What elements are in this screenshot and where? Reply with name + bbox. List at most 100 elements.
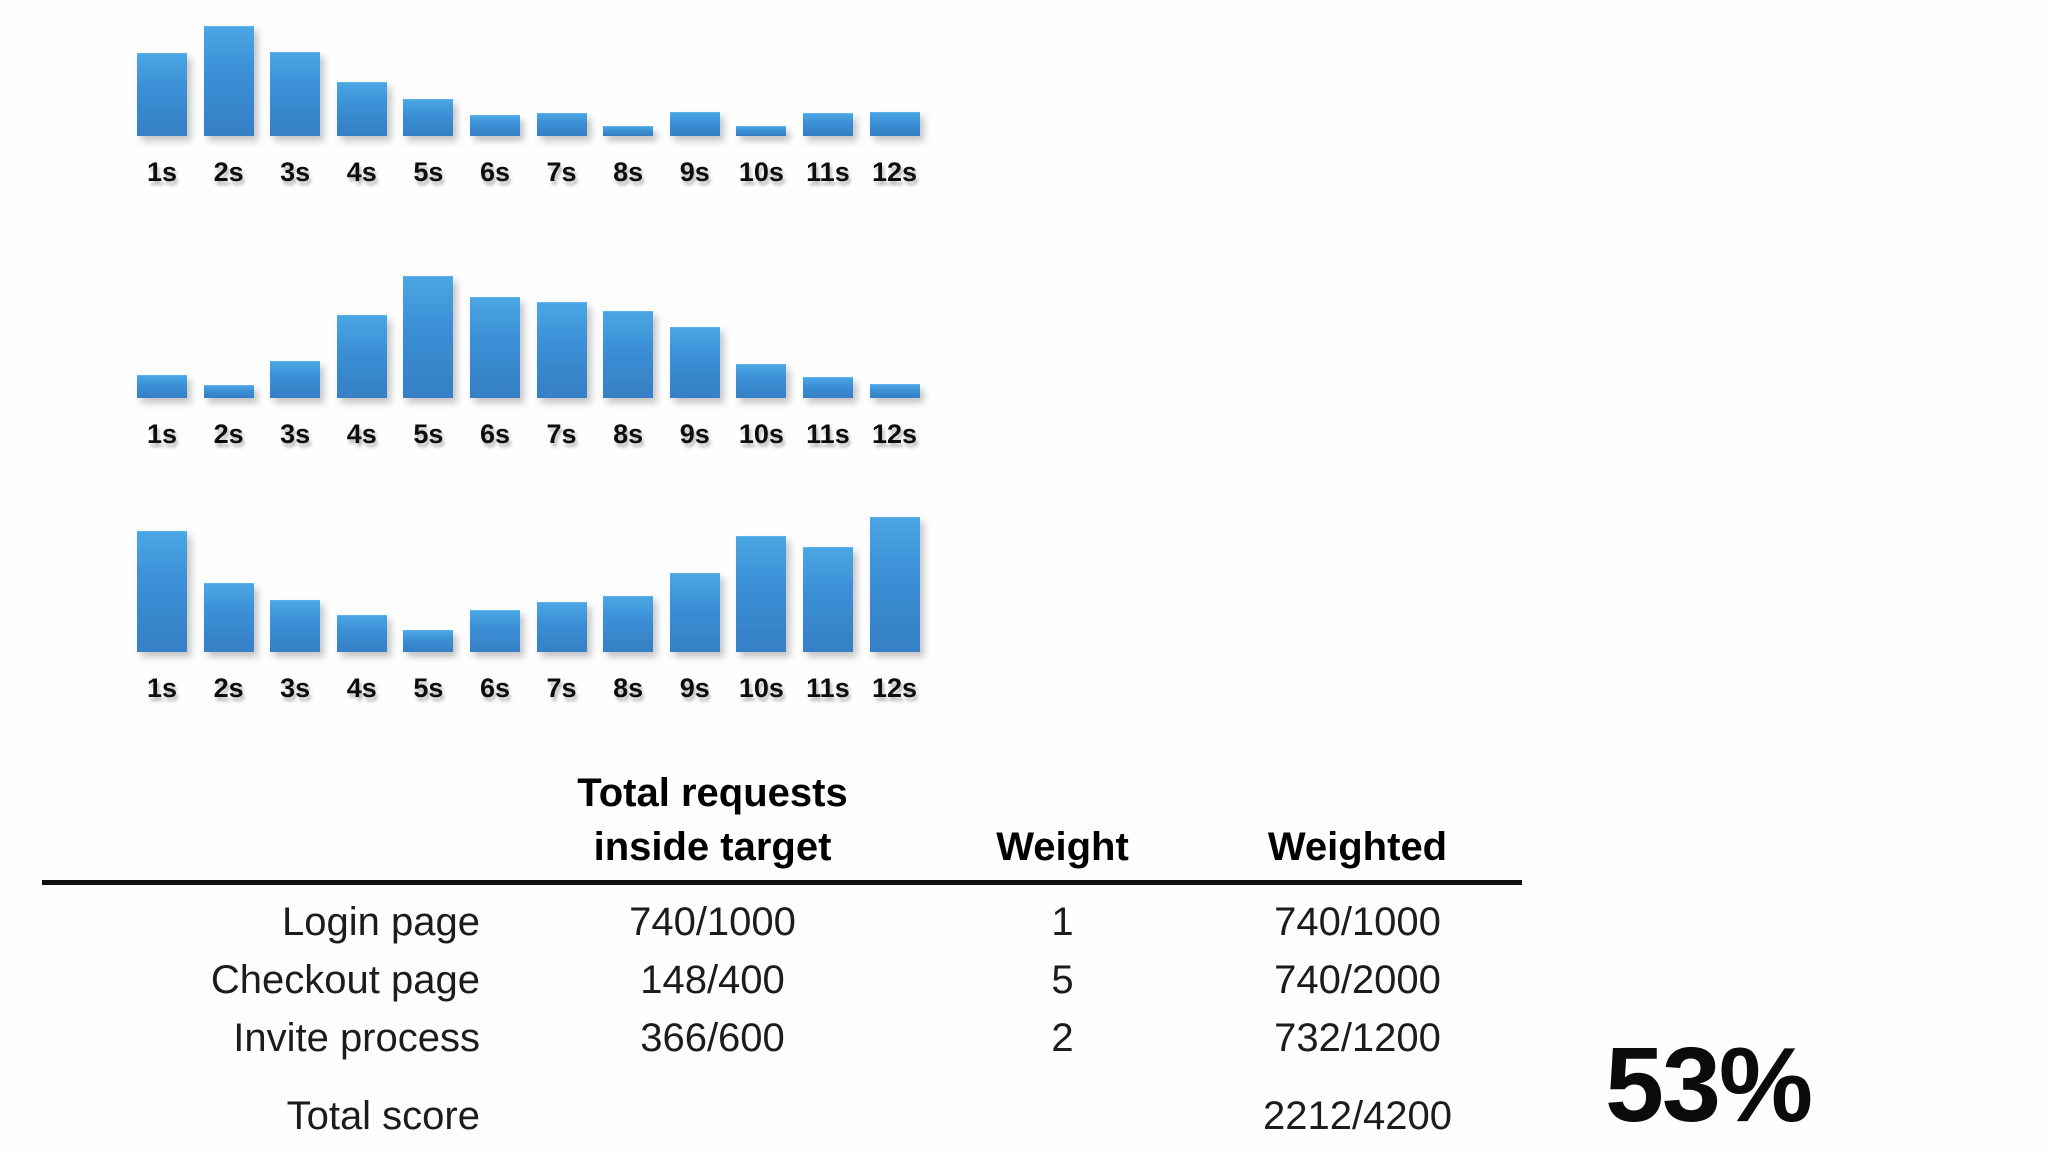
bar-label: 9s bbox=[679, 157, 710, 187]
bar-4s bbox=[336, 82, 387, 136]
bar-2s bbox=[203, 583, 254, 652]
bar-label: 1s bbox=[146, 157, 178, 187]
bar-1s bbox=[137, 531, 187, 652]
bar-label: 8s bbox=[613, 419, 644, 449]
bars-row bbox=[137, 0, 921, 136]
bar-9s bbox=[669, 327, 720, 398]
bar-4s bbox=[336, 615, 387, 652]
bar-7s bbox=[536, 113, 587, 136]
histogram-chart-3: 1s 2s 3s 4s 5s 6s 7s 8s 9s 10s 11s 12s bbox=[137, 512, 921, 702]
header-total-requests: Total requests inside target bbox=[480, 766, 945, 874]
bar-1s bbox=[137, 375, 187, 398]
bar-6s bbox=[469, 297, 520, 398]
bar-label: 3s bbox=[280, 419, 311, 449]
bars-row bbox=[137, 258, 921, 398]
bar-label: 9s bbox=[679, 419, 710, 449]
bar-label: 4s bbox=[346, 157, 377, 187]
bar-2s bbox=[203, 385, 254, 398]
histogram-chart-2: 1s 2s 3s 4s 5s 6s 7s 8s 9s 10s 11s 12s bbox=[137, 258, 921, 448]
bar-label: 7s bbox=[546, 673, 577, 703]
header-total-requests-line1: Total requests bbox=[577, 771, 848, 815]
bar-5s bbox=[403, 630, 454, 652]
bar-label: 11s bbox=[806, 673, 850, 703]
table-cell: Checkout page bbox=[210, 957, 480, 1002]
table-row: Checkout page 148/400 5 740/2000 bbox=[0, 951, 1535, 1009]
bar-8s bbox=[603, 311, 654, 398]
bar-label: 7s bbox=[546, 157, 577, 187]
bar-label: 1s bbox=[146, 673, 178, 703]
bar-11s bbox=[802, 113, 853, 136]
bar-1s bbox=[137, 53, 187, 136]
table-cell: 148/400 bbox=[640, 957, 785, 1002]
bar-label: 2s bbox=[213, 419, 244, 449]
table-cell: 740/1000 bbox=[629, 899, 796, 944]
bar-11s bbox=[802, 377, 853, 398]
total-score-label: Total score bbox=[286, 1093, 480, 1138]
bar-12s bbox=[869, 112, 920, 136]
bar-3s bbox=[270, 600, 321, 652]
table-row-total: Total score 2212/4200 bbox=[0, 1087, 1535, 1145]
bar-4s bbox=[336, 315, 387, 398]
header-weighted: Weighted bbox=[1267, 825, 1448, 869]
bar-label: 12s bbox=[872, 673, 918, 703]
bar-label: 1s bbox=[146, 419, 178, 449]
bar-label: 8s bbox=[613, 673, 644, 703]
bar-12s bbox=[869, 517, 920, 652]
histogram-chart-1: 1s 2s 3s 4s 5s 6s 7s 8s 9s 10s 11s 12s bbox=[137, 0, 921, 186]
bar-label: 3s bbox=[280, 673, 311, 703]
table-cell: 366/600 bbox=[640, 1015, 785, 1060]
bar-label: 8s bbox=[613, 157, 644, 187]
bar-label: 7s bbox=[546, 419, 577, 449]
bar-5s bbox=[403, 99, 454, 136]
bar-label: 6s bbox=[479, 157, 510, 187]
bar-label: 6s bbox=[479, 673, 510, 703]
bar-10s bbox=[736, 364, 787, 398]
bar-label: 11s bbox=[806, 419, 850, 449]
table-cell: 740/2000 bbox=[1274, 957, 1441, 1002]
bar-label: 10s bbox=[738, 157, 784, 187]
bar-label: 2s bbox=[213, 157, 244, 187]
bar-10s bbox=[736, 536, 787, 652]
bar-labels-row: 1s 2s 3s 4s 5s 6s 7s 8s 9s 10s 11s 12s bbox=[137, 158, 921, 186]
table-cell: 740/1000 bbox=[1274, 899, 1441, 944]
table-cell: Login page bbox=[282, 899, 480, 944]
bar-5s bbox=[403, 276, 454, 398]
bars-row bbox=[137, 512, 921, 652]
bar-8s bbox=[603, 596, 654, 652]
bar-label: 12s bbox=[872, 157, 918, 187]
header-divider-line bbox=[42, 880, 1522, 885]
bar-label: 5s bbox=[413, 419, 444, 449]
bar-6s bbox=[469, 115, 520, 136]
score-table-rows: Login page 740/1000 1 740/1000 Checkout page… bbox=[0, 893, 1535, 1067]
bar-label: 5s bbox=[413, 157, 444, 187]
bar-label: 9s bbox=[679, 673, 710, 703]
bar-7s bbox=[536, 602, 587, 652]
table-row: Invite process 366/600 2 732/1200 bbox=[0, 1009, 1535, 1067]
bar-labels-row: 1s 2s 3s 4s 5s 6s 7s 8s 9s 10s 11s 12s bbox=[137, 674, 921, 702]
score-table: Total requests inside target Weight Weig… bbox=[0, 766, 1535, 1145]
bar-label: 10s bbox=[738, 673, 784, 703]
bar-label: 10s bbox=[738, 419, 784, 449]
bar-7s bbox=[536, 302, 587, 398]
table-cell: 5 bbox=[1051, 957, 1074, 1002]
bar-label: 12s bbox=[872, 419, 918, 449]
header-weight: Weight bbox=[996, 825, 1129, 869]
bar-label: 2s bbox=[213, 673, 244, 703]
bar-10s bbox=[736, 126, 787, 136]
bar-9s bbox=[669, 112, 720, 136]
table-cell: 2 bbox=[1051, 1015, 1074, 1060]
bar-3s bbox=[270, 52, 321, 136]
bar-label: 5s bbox=[413, 673, 444, 703]
bar-label: 6s bbox=[479, 419, 510, 449]
table-row: Login page 740/1000 1 740/1000 bbox=[0, 893, 1535, 951]
bar-8s bbox=[603, 126, 654, 136]
total-score-value: 2212/4200 bbox=[1262, 1093, 1453, 1138]
bar-label: 11s bbox=[806, 157, 850, 187]
bar-label: 4s bbox=[346, 673, 377, 703]
total-score-percentage: 53% bbox=[1605, 1026, 1813, 1144]
table-cell: 1 bbox=[1051, 899, 1074, 944]
table-header-row: Total requests inside target Weight Weig… bbox=[0, 766, 1535, 874]
header-total-requests-line2: inside target bbox=[593, 825, 832, 869]
bar-labels-row: 1s 2s 3s 4s 5s 6s 7s 8s 9s 10s 11s 12s bbox=[137, 420, 921, 448]
